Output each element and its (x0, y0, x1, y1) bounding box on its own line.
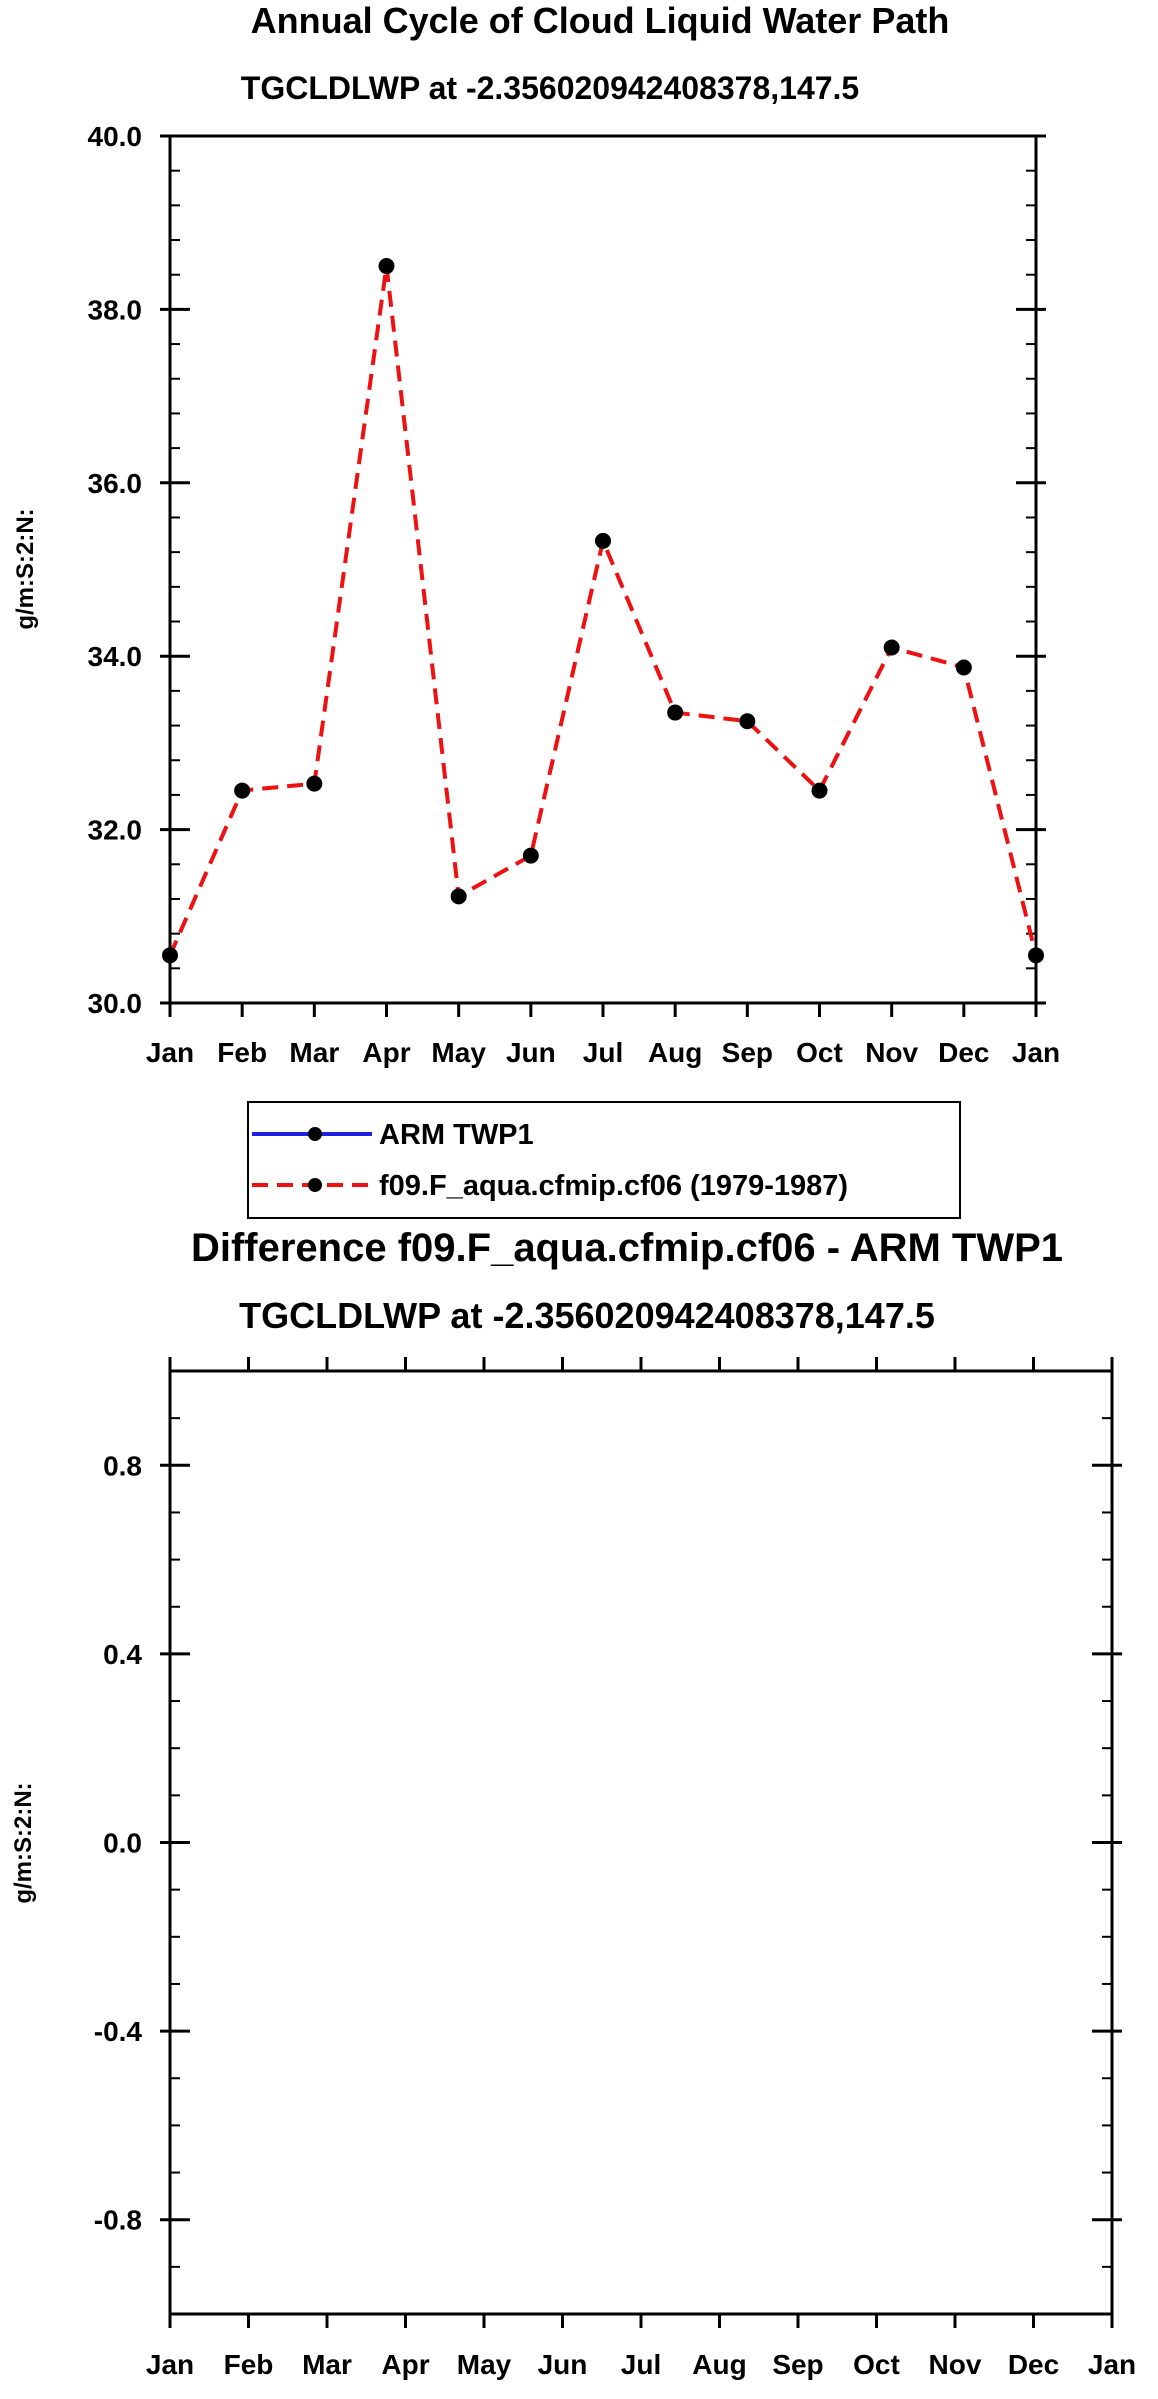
data-point (883, 639, 900, 656)
x-tick-label: Jan (146, 1037, 194, 1068)
x-tick-label: Jul (583, 1037, 623, 1068)
y-tick-label: 40.0 (88, 121, 143, 152)
series-lines (162, 258, 1044, 964)
x-tick-label: Apr (362, 1037, 410, 1068)
x-tick-label: Oct (853, 2349, 900, 2380)
x-tick-label: Jul (621, 2349, 661, 2380)
difference-chart-title: Difference f09.F_aqua.cfmip.cf06 - ARM T… (191, 1226, 1063, 1270)
x-tick-label: Jun (506, 1037, 556, 1068)
x-ticks (168, 1003, 1038, 1017)
x-tick-label: Sep (722, 1037, 773, 1068)
x-tick-label: Feb (224, 2349, 274, 2380)
data-point (955, 659, 972, 676)
data-point (234, 782, 251, 799)
x-tick-label: Nov (929, 2349, 982, 2380)
x-tick-label: Feb (217, 1037, 267, 1068)
annual-cycle-chart: Annual Cycle of Cloud Liquid Water Path … (12, 0, 1060, 1068)
x-tick-label: Jan (1088, 2349, 1136, 2380)
y-tick-labels: -0.8 -0.4 0.0 0.4 0.8 (94, 1450, 143, 2235)
y-tick-label: 38.0 (88, 294, 143, 325)
x-tick-label: Apr (381, 2349, 429, 2380)
y-tick-label: 0.4 (103, 1639, 142, 1670)
legend-marker-model (308, 1178, 322, 1192)
y-tick-label: -0.4 (94, 2016, 143, 2047)
x-tick-labels: Jan Feb Mar Apr May Jun Jul Aug Sep Oct Nov Dec Jan (146, 1037, 1060, 1068)
difference-chart-subtitle: TGCLDLWP at -2.356020942408378,147.5 (239, 1295, 935, 1336)
data-point (739, 713, 756, 730)
legend-label-model: f09.F_aqua.cfmip.cf06 (1979-1987) (379, 1170, 848, 1202)
x-tick-label: Aug (692, 2349, 746, 2380)
y-tick-label: 0.8 (103, 1450, 142, 1481)
x-tick-labels: Jan Feb Mar Apr May Jun Jul Aug Sep Oct Nov Dec Jan (146, 2349, 1136, 2380)
plot-frame (168, 134, 1038, 1005)
legend-box (247, 1101, 961, 1219)
data-point (811, 782, 828, 799)
x-tick-label: May (431, 1037, 486, 1068)
y-minor-ticks (170, 135, 1036, 1004)
y-tick-labels: 30.0 32.0 34.0 36.0 38.0 40.0 (88, 121, 143, 1019)
y-tick-label: 30.0 (88, 988, 143, 1019)
difference-plot-frame (168, 1369, 1114, 2316)
y-major-ticks (160, 134, 1046, 1005)
chart-title: Annual Cycle of Cloud Liquid Water Path (251, 0, 950, 41)
x-tick-label: Aug (648, 1037, 702, 1068)
x-tick-label: Dec (1008, 2349, 1059, 2380)
data-point (162, 947, 178, 964)
x-tick-label: Sep (772, 2349, 823, 2380)
legend-label-arm-twp1: ARM TWP1 (379, 1119, 534, 1151)
x-tick-label: Oct (796, 1037, 843, 1068)
x-tick-label: Mar (289, 1037, 339, 1068)
x-tick-label: May (457, 2349, 512, 2380)
x-tick-label: Nov (865, 1037, 918, 1068)
x-tick-label: Jan (1012, 1037, 1060, 1068)
y-minor-ticks (170, 1370, 1112, 2315)
x-ticks (168, 1357, 1114, 2328)
data-point (595, 532, 611, 549)
y-tick-label: 36.0 (88, 468, 143, 499)
x-tick-label: Jan (146, 2349, 194, 2380)
series-line (168, 265, 1038, 957)
data-point (667, 704, 684, 721)
data-point (306, 775, 323, 792)
x-tick-label: Mar (302, 2349, 352, 2380)
x-tick-label: Jun (538, 2349, 588, 2380)
chart-subtitle: TGCLDLWP at -2.356020942408378,147.5 (241, 70, 859, 106)
y-tick-label: -0.8 (94, 2205, 142, 2236)
difference-chart: Difference f09.F_aqua.cfmip.cf06 - ARM T… (10, 1226, 1136, 2380)
difference-y-axis-label: g/m:S:2:N: (10, 1782, 37, 1903)
y-tick-label: 0.0 (103, 1828, 142, 1859)
x-tick-label: Dec (938, 1037, 989, 1068)
data-point (1028, 947, 1044, 964)
legend: ARM TWP1 f09.F_aqua.cfmip.cf06 (1979-198… (247, 1101, 961, 1219)
legend-marker-arm-twp1 (308, 1127, 322, 1141)
data-point (522, 847, 539, 864)
y-major-ticks (160, 1463, 1122, 2222)
y-axis-label: g/m:S:2:N: (12, 508, 39, 629)
data-point (450, 888, 467, 905)
y-tick-label: 32.0 (88, 815, 143, 846)
y-tick-label: 34.0 (88, 641, 143, 672)
data-point (378, 258, 395, 275)
